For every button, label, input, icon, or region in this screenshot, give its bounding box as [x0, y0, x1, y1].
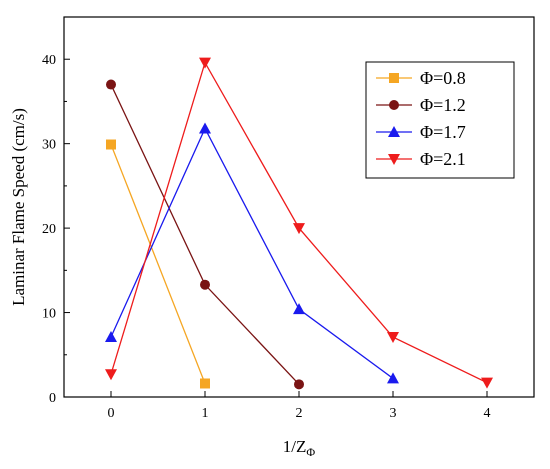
- series-2: [105, 122, 399, 384]
- x-tick-label: 0: [108, 406, 115, 421]
- y-axis-label: Laminar Flame Speed (cm/s): [9, 108, 28, 306]
- series-0: [106, 139, 210, 389]
- y-tick-label: 10: [42, 307, 56, 322]
- legend-marker: [389, 100, 399, 110]
- legend-label: Φ=2.1: [420, 149, 466, 169]
- x-tick-label: 4: [484, 406, 491, 421]
- legend-marker: [388, 126, 400, 137]
- data-point: [293, 223, 305, 235]
- y-tick-label: 30: [42, 138, 56, 153]
- x-tick-label: 2: [296, 406, 303, 421]
- data-point: [200, 378, 210, 389]
- data-point: [387, 372, 399, 384]
- data-point: [387, 332, 399, 344]
- legend-item: Φ=1.7: [376, 122, 466, 142]
- data-point: [105, 369, 117, 381]
- series-line: [110, 144, 206, 384]
- data-point: [199, 122, 211, 134]
- y-tick-label: 20: [42, 222, 56, 237]
- legend-label: Φ=0.8: [420, 68, 466, 88]
- legend-label: Φ=1.7: [420, 122, 466, 142]
- data-point: [106, 79, 116, 90]
- data-point: [105, 331, 117, 343]
- data-point: [200, 279, 210, 290]
- y-tick-label: 40: [42, 53, 56, 68]
- data-point: [106, 139, 116, 150]
- legend-label: Φ=1.2: [420, 95, 466, 115]
- legend-marker: [388, 154, 400, 165]
- series-line: [110, 126, 394, 379]
- series-1: [106, 79, 304, 390]
- legend-item: Φ=1.2: [376, 95, 466, 115]
- series-3: [105, 57, 493, 389]
- data-point: [199, 57, 211, 69]
- x-axis-label: 1/ZΦ: [283, 437, 316, 459]
- data-point: [481, 377, 493, 389]
- data-point: [293, 303, 305, 315]
- x-tick-label: 3: [390, 406, 397, 421]
- x-tick-label: 1: [202, 406, 209, 421]
- legend-item: Φ=2.1: [376, 149, 466, 169]
- y-tick-label: 0: [49, 391, 56, 406]
- legend-item: Φ=0.8: [376, 68, 466, 88]
- legend-marker: [389, 73, 399, 83]
- data-point: [294, 379, 304, 390]
